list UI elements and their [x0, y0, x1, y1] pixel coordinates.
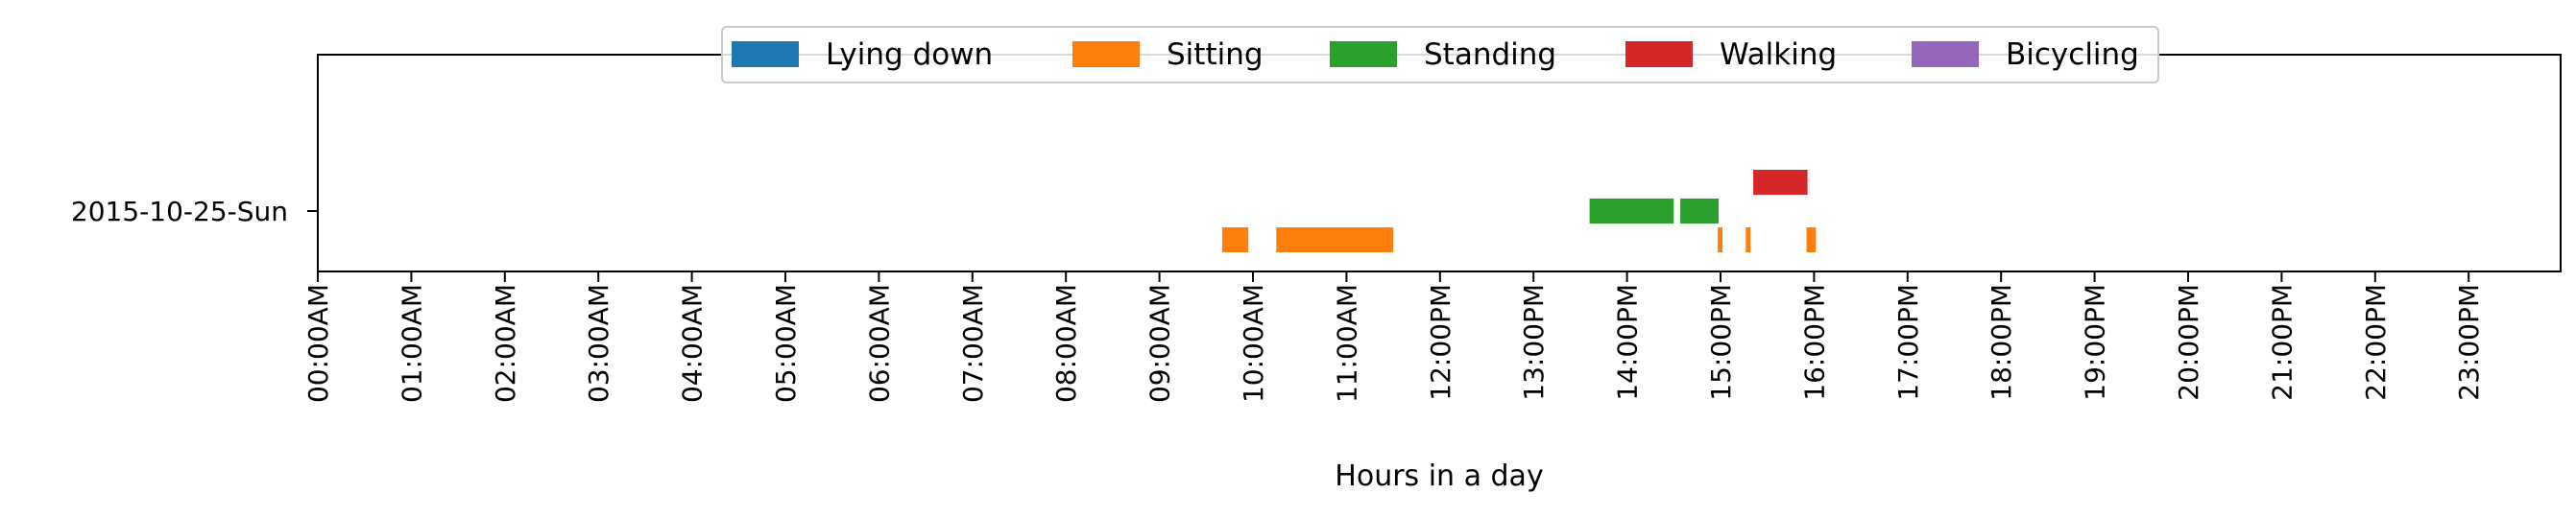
- x-tick-label: 11:00AM: [1331, 284, 1362, 403]
- x-tick-label: 13:00PM: [1518, 284, 1550, 401]
- bar-sitting-2: [1718, 227, 1722, 252]
- legend-label-bicycling: Bicycling: [2006, 37, 2139, 72]
- x-tick-label: 21:00PM: [2266, 284, 2298, 401]
- x-tick-label: 18:00PM: [1986, 284, 2017, 401]
- x-tick-label: 00:00AM: [302, 284, 334, 403]
- legend-frame: [721, 26, 2159, 83]
- x-tick-label: 09:00AM: [1144, 284, 1176, 403]
- bar-standing-0: [1589, 199, 1674, 224]
- x-axis: 00:00AM 01:00AM 02:00AM 03:00AM 04:00AM 05:00…: [302, 271, 2485, 403]
- legend-label-sitting: Sitting: [1167, 37, 1264, 72]
- legend-label-walking: Walking: [1720, 37, 1837, 72]
- x-tick-label: 16:00PM: [1798, 284, 1830, 401]
- x-tick-label: 17:00PM: [1892, 284, 1924, 401]
- bar-sitting-0: [1221, 227, 1249, 252]
- activity-bars: [1221, 170, 1817, 252]
- bar-standing-1: [1680, 199, 1719, 224]
- x-tick-label: 02:00AM: [490, 284, 521, 403]
- x-tick-label: 14:00PM: [1612, 284, 1644, 401]
- y-tick-label: 2015-10-25-Sun: [71, 196, 288, 227]
- x-tick-label: 23:00PM: [2453, 284, 2485, 401]
- legend-swatch-standing: [1330, 41, 1397, 67]
- x-tick-label: 06:00AM: [863, 284, 895, 403]
- legend: Lying down Sitting Standing Walking Bicyclin…: [721, 26, 2159, 83]
- x-tick-label: 07:00AM: [957, 284, 989, 403]
- x-tick-label: 04:00AM: [677, 284, 709, 403]
- x-tick-label: 19:00PM: [2080, 284, 2111, 401]
- x-tick-label: 01:00AM: [396, 284, 427, 403]
- legend-swatch-lying-down: [732, 41, 799, 67]
- legend-label-lying-down: Lying down: [826, 37, 993, 72]
- bar-sitting-4: [1806, 227, 1817, 252]
- x-tick-label: 03:00AM: [583, 284, 614, 403]
- plot-area: [317, 54, 2562, 272]
- bar-sitting-1: [1276, 227, 1394, 252]
- y-axis: 2015-10-25-Sun: [71, 196, 318, 227]
- bar-walking-0: [1753, 170, 1808, 195]
- legend-swatch-bicycling: [1912, 41, 1979, 67]
- x-tick-label: 15:00PM: [1705, 284, 1737, 401]
- x-tick-label: 10:00AM: [1238, 284, 1269, 403]
- x-tick-label: 05:00AM: [770, 284, 802, 403]
- legend-swatch-sitting: [1072, 41, 1140, 67]
- x-tick-label: 22:00PM: [2360, 284, 2392, 401]
- x-tick-label: 12:00PM: [1425, 284, 1457, 401]
- x-tick-label: 20:00PM: [2173, 284, 2204, 401]
- bar-sitting-3: [1745, 227, 1751, 252]
- legend-swatch-walking: [1625, 41, 1693, 67]
- legend-label-standing: Standing: [1424, 37, 1556, 72]
- x-tick-label: 08:00AM: [1050, 284, 1082, 403]
- x-axis-label: Hours in a day: [1335, 459, 1543, 493]
